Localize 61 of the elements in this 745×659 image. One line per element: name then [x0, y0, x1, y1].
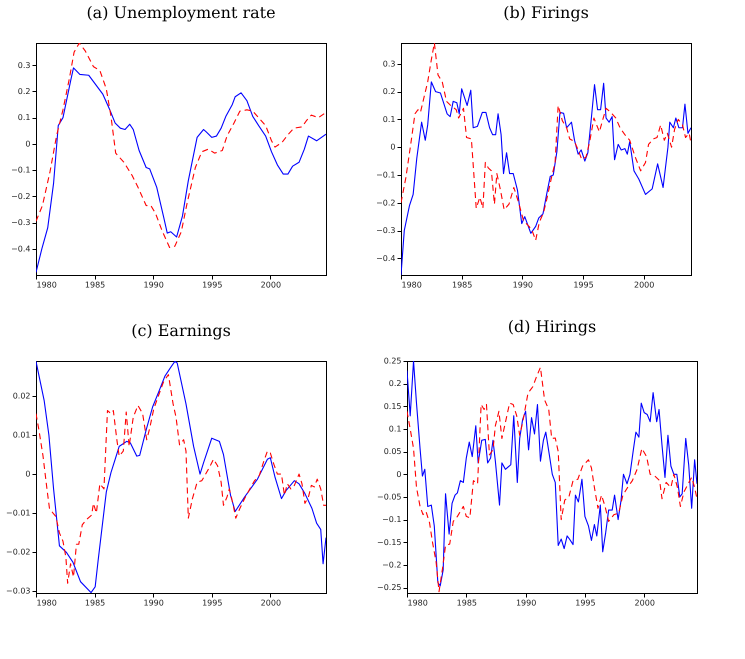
y-tick-label: 0.3 — [382, 59, 396, 68]
line-series — [36, 43, 326, 248]
x-tick-label: 2000 — [260, 598, 282, 608]
y-tick-label: 0 — [25, 470, 30, 479]
y-tick-label: −0.02 — [6, 548, 30, 557]
y-tick-label: −0.15 — [376, 538, 402, 547]
y-tick-label: −0.3 — [376, 226, 396, 236]
y-tick-label: 0.3 — [18, 60, 30, 70]
y-tick-label: 0.1 — [18, 113, 30, 122]
y-tick-label: 0.2 — [18, 86, 30, 96]
y-tick-label: −0.4 — [376, 254, 396, 263]
x-tick-label: 1995 — [202, 280, 222, 290]
line-series — [36, 67, 326, 273]
x-tick-label: 1980 — [36, 280, 57, 290]
x-tick-label: 1985 — [452, 280, 472, 290]
y-tick-label: 0.25 — [384, 356, 402, 366]
y-tick-label: −0.01 — [6, 508, 30, 518]
y-tick-label: −0.2 — [376, 198, 396, 208]
y-tick-label: 0.2 — [388, 379, 402, 388]
y-tick-label: −0.2 — [11, 192, 30, 201]
x-tick-label: 1995 — [575, 598, 596, 608]
x-tick-label: 2000 — [260, 280, 282, 290]
y-tick-label: 0.05 — [384, 447, 402, 456]
y-tick-label: −0.25 — [376, 583, 402, 592]
x-tick-label: 1990 — [516, 598, 536, 608]
y-tick-label: 0.01 — [12, 430, 30, 440]
x-tick-label: 1995 — [573, 280, 594, 290]
x-tick-label: 1980 — [408, 598, 428, 608]
x-tick-label: 1985 — [84, 598, 106, 608]
y-tick-label: −0.2 — [382, 560, 402, 570]
x-tick-label: 1990 — [512, 280, 534, 290]
x-tick-label: 1995 — [202, 598, 222, 608]
y-tick-label: −0.4 — [11, 244, 30, 254]
y-tick-label: 0 — [396, 470, 402, 479]
y-tick-label: 0.2 — [382, 87, 396, 96]
y-tick-label: −0.05 — [376, 492, 402, 502]
y-tick-label: 0 — [390, 142, 396, 152]
y-tick-label: −0.1 — [376, 170, 396, 180]
x-tick-label: 1990 — [143, 598, 164, 608]
chart-title: (d) Hirings — [508, 317, 596, 336]
y-tick-label: −0.1 — [382, 515, 402, 524]
chart-title: (a) Unemployment rate — [86, 3, 276, 22]
x-tick-label: 1980 — [36, 598, 57, 608]
x-tick-label: 1985 — [84, 280, 106, 290]
chart-title: (c) Earnings — [131, 321, 231, 340]
line-series — [401, 81, 691, 275]
chart-title: (b) Firings — [503, 3, 589, 22]
line-series — [401, 43, 691, 241]
y-tick-label: −0.03 — [6, 586, 30, 596]
y-tick-label: −0.3 — [11, 218, 30, 228]
x-tick-label: 1980 — [402, 280, 422, 290]
x-tick-label: 2000 — [634, 280, 654, 290]
x-tick-label: 2000 — [634, 598, 655, 608]
y-tick-label: 0.1 — [388, 424, 402, 434]
y-tick-label: 0 — [25, 139, 30, 148]
x-tick-label: 1985 — [456, 598, 477, 608]
y-tick-label: −0.1 — [11, 166, 30, 175]
y-tick-label: 0.02 — [12, 392, 30, 401]
x-tick-label: 1990 — [143, 280, 164, 290]
y-tick-label: 0.15 — [384, 402, 402, 411]
y-tick-label: 0.1 — [382, 114, 396, 124]
